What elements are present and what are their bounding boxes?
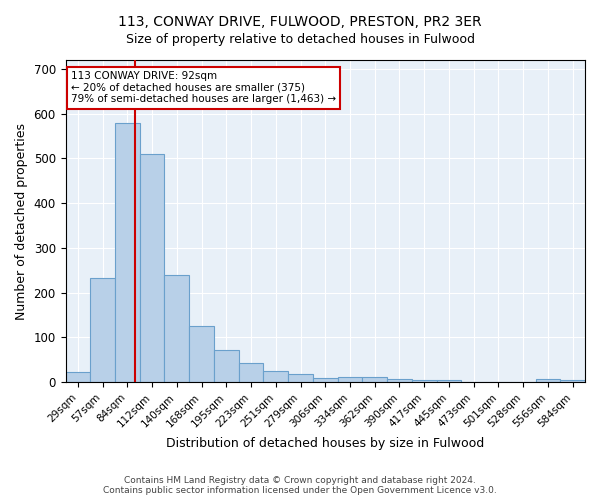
X-axis label: Distribution of detached houses by size in Fulwood: Distribution of detached houses by size … xyxy=(166,437,484,450)
Text: 113 CONWAY DRIVE: 92sqm
← 20% of detached houses are smaller (375)
79% of semi-d: 113 CONWAY DRIVE: 92sqm ← 20% of detache… xyxy=(71,72,336,104)
Bar xyxy=(214,350,239,382)
Text: Size of property relative to detached houses in Fulwood: Size of property relative to detached ho… xyxy=(125,32,475,46)
Bar xyxy=(263,371,288,382)
Bar xyxy=(239,364,263,382)
Y-axis label: Number of detached properties: Number of detached properties xyxy=(15,122,28,320)
Bar xyxy=(115,122,140,382)
Bar xyxy=(412,380,437,382)
Bar xyxy=(362,377,387,382)
Bar xyxy=(164,274,189,382)
Bar xyxy=(338,376,362,382)
Bar xyxy=(560,380,585,382)
Bar xyxy=(387,380,412,382)
Text: 113, CONWAY DRIVE, FULWOOD, PRESTON, PR2 3ER: 113, CONWAY DRIVE, FULWOOD, PRESTON, PR2… xyxy=(118,15,482,29)
Bar xyxy=(437,380,461,382)
Bar xyxy=(90,278,115,382)
Text: Contains HM Land Registry data © Crown copyright and database right 2024.
Contai: Contains HM Land Registry data © Crown c… xyxy=(103,476,497,495)
Bar xyxy=(536,379,560,382)
Bar xyxy=(288,374,313,382)
Bar xyxy=(65,372,90,382)
Bar xyxy=(189,326,214,382)
Bar xyxy=(313,378,338,382)
Bar xyxy=(140,154,164,382)
